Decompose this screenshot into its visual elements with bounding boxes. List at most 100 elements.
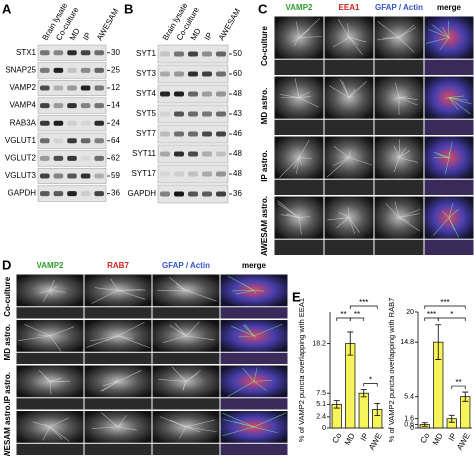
zoom-strip [274,239,324,255]
cell-process [338,211,350,218]
cell-process [448,95,465,98]
channel-header: EEA1 [339,3,360,12]
row-label: IP astro. [3,372,12,403]
blot-band [40,67,50,73]
cell-process [232,290,255,292]
cell-process [294,78,300,98]
cell-process [296,157,300,175]
cell-process [49,381,52,395]
zoom-strip [16,443,84,455]
cell-process [49,290,53,295]
cell-process [185,321,200,337]
cell-process [298,157,302,165]
column-header: IP [81,31,93,42]
zoom-strip [220,352,288,364]
blot-band [67,85,77,91]
cell-process [49,326,75,337]
zoom-strip [152,398,220,410]
channel-header: RAB7 [107,261,129,270]
x-tick-label: AWE [455,432,472,452]
blot-band [202,131,212,137]
panel-label: C [258,1,268,16]
protein-label: STX1 [16,48,37,57]
protein-label: SYT3 [136,69,157,78]
cell-process [428,29,450,38]
cell-process [328,85,350,98]
cell-process [398,147,407,158]
zoom-strip [220,398,288,410]
y-tick-label: 0 [410,425,414,432]
significance-bracket [363,383,378,387]
blot-band [53,50,64,56]
blot-band [67,173,77,179]
cell-process [279,157,300,178]
x-tick-label: MD [431,431,445,446]
cell-process [333,145,350,158]
kda-label: 36 [111,189,120,198]
cell-process [253,367,258,382]
cell-process [253,323,283,337]
cell-process [49,290,66,293]
blot-band [53,155,64,161]
significance-label: *** [440,298,449,307]
blot-band [174,131,184,137]
zoom-strip [16,352,84,364]
cell-process [448,217,459,238]
blot-band [53,85,64,91]
cell-process [448,97,469,101]
row-label: Co-culture [3,276,12,317]
significance-bracket [424,305,466,309]
cell-process [169,277,187,291]
bar [358,392,369,429]
cell-process [327,217,350,221]
blot-band [94,191,104,197]
zoom-strip [374,59,424,75]
significance-label: *** [427,310,436,319]
error-bar [435,324,442,360]
protein-label: SYT1 [136,49,157,58]
cell-process [169,325,187,337]
cell-process [298,96,311,98]
protein-label: GAPDH [8,189,37,198]
blot-band [80,155,91,161]
blot-band [188,111,198,117]
kda-label: 14 [111,101,120,110]
kda-label: 25 [111,66,120,75]
cell-process [253,290,256,294]
x-tick-label: Co [418,431,431,445]
zoom-strip [324,239,374,255]
cell-process [238,335,255,338]
y-tick-label: 0 [322,425,326,432]
cell-process [117,321,145,337]
blot-band [94,67,104,73]
protein-label: SYT4 [136,89,157,98]
cell-process [49,426,70,442]
cell-process [253,379,273,382]
blot-band [160,71,170,77]
cell-process [332,157,350,166]
cell-process [293,37,300,47]
error-bar [333,400,340,409]
blot-band [174,51,184,57]
kda-label: 50 [233,49,242,58]
cell-process [253,381,268,391]
cell-process [185,426,201,433]
cell-process [37,334,51,337]
blot-band [202,71,212,77]
row-label: IP astro. [260,150,269,181]
cell-process [32,421,51,428]
zoom-strip [324,119,374,135]
significance-bracket [437,317,466,321]
blot-band [202,111,212,117]
blot-band [40,155,50,161]
cell-process [253,426,278,434]
protein-label: VGLUT2 [5,154,37,163]
blot-band [80,85,91,91]
cell-process [393,97,400,101]
cell-process [18,335,51,341]
blot-band [174,71,184,77]
row-label: AWESAM astro. [3,403,12,456]
kda-label: 64 [111,136,120,145]
cell-process [253,335,257,339]
cell-process [89,335,119,342]
